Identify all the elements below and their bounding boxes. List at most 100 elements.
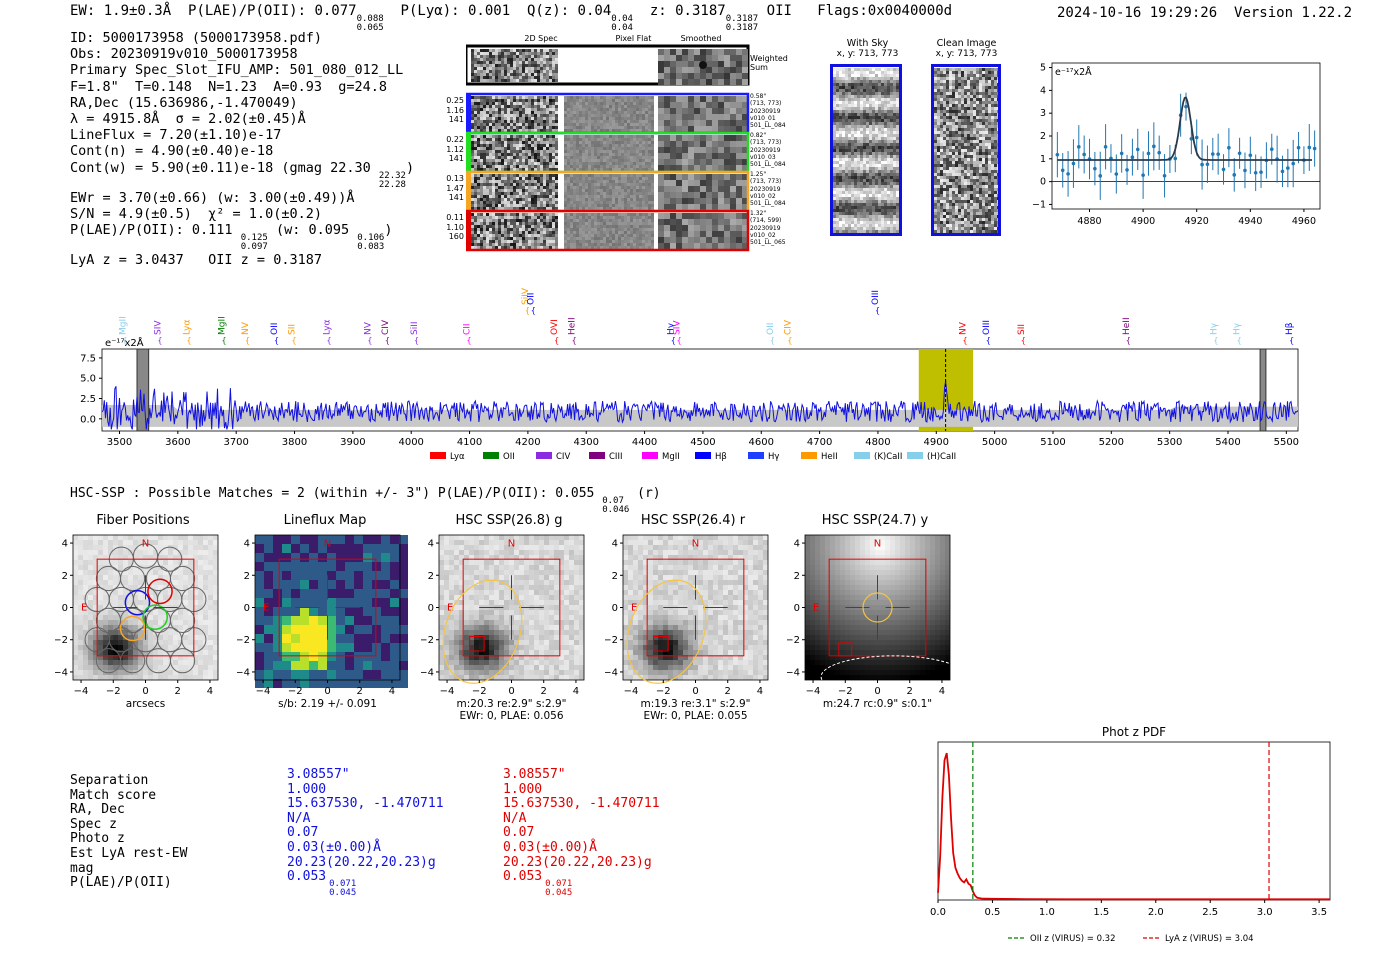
sky-pixel [872,155,875,158]
noise-pixel [742,61,748,67]
noise-pixel [555,189,558,192]
noise-pixel [534,159,537,162]
sky-pixel [836,152,839,155]
noise-pixel [516,225,519,228]
noise-pixel [537,120,540,123]
noise-pixel [534,162,537,165]
noise-pixel [621,99,624,102]
noise-pixel [501,49,504,52]
noise-pixel [552,177,555,180]
noise-pixel [498,228,501,231]
noise-pixel [486,99,489,102]
noise-pixel [609,177,612,180]
noise-pixel [513,207,516,210]
sky-pixel [839,176,842,179]
noise-pixel [582,117,585,120]
sky-pixel [863,200,866,203]
noise-pixel [670,198,676,204]
sky-pixel [884,122,887,125]
noise-pixel [639,99,642,102]
sky-pixel [857,209,860,212]
noise-pixel [582,231,585,234]
sky-pixel [896,116,899,119]
noise-pixel [706,79,712,85]
noise-pixel [706,73,712,79]
sky-pixel [890,143,893,146]
noise-pixel [682,49,688,55]
sky-pixel [848,122,851,125]
noise-pixel [537,174,540,177]
info-radec: RA,Dec (15.636986,-1.470049) [70,94,298,111]
sky-pixel [866,200,869,203]
noise-pixel [567,237,570,240]
noise-pixel [507,174,510,177]
noise-pixel [627,207,630,210]
noise-pixel [552,64,555,67]
noise-pixel [555,234,558,237]
noise-pixel [507,243,510,246]
noise-pixel [627,138,630,141]
noise-pixel [546,79,549,82]
clean-pixel [988,74,991,77]
sky-pixel [845,113,848,116]
noise-pixel [537,216,540,219]
noise-pixel [603,231,606,234]
noise-pixel [676,96,682,102]
noise-pixel [594,213,597,216]
sky-pixel [884,149,887,152]
noise-pixel [552,180,555,183]
noise-pixel [510,156,513,159]
noise-pixel [627,195,630,198]
noise-pixel [483,55,486,58]
noise-pixel [501,177,504,180]
sky-pixel [839,182,842,185]
noise-pixel [534,52,537,55]
sky-pixel [842,128,845,131]
noise-pixel [471,153,474,156]
noise-pixel [621,207,624,210]
noise-pixel [573,219,576,222]
noise-pixel [549,168,552,171]
noise-pixel [486,198,489,201]
noise-pixel [585,141,588,144]
sky-pixel [863,155,866,158]
sky-pixel [869,110,872,113]
noise-pixel [642,198,645,201]
clean-pixel [943,71,946,74]
sky-pixel [872,221,875,224]
noise-pixel [676,174,682,180]
noise-pixel [642,207,645,210]
noise-pixel [621,150,624,153]
sky-pixel [839,224,842,227]
sky-pixel [896,137,899,140]
noise-pixel [486,186,489,189]
noise-pixel [471,168,474,171]
noise-pixel [495,222,498,225]
noise-pixel [522,144,525,147]
noise-pixel [525,225,528,228]
sky-pixel [845,212,848,215]
noise-pixel [489,177,492,180]
noise-pixel [570,111,573,114]
noise-pixel [483,99,486,102]
sky-pixel [866,158,869,161]
noise-pixel [621,237,624,240]
noise-pixel [513,55,516,58]
sky-pixel [875,209,878,212]
sky-pixel [857,224,860,227]
sky-pixel [878,68,881,71]
sky-pixel [875,200,878,203]
sky-pixel [878,212,881,215]
clean-pixel [937,77,940,80]
noise-pixel [537,189,540,192]
noise-pixel [540,105,543,108]
noise-pixel [567,231,570,234]
noise-pixel [700,219,706,225]
noise-pixel [528,52,531,55]
noise-pixel [543,156,546,159]
sky-pixel [887,110,890,113]
noise-pixel [688,225,694,231]
noise-pixel [507,192,510,195]
noise-pixel [516,144,519,147]
noise-pixel [555,243,558,246]
